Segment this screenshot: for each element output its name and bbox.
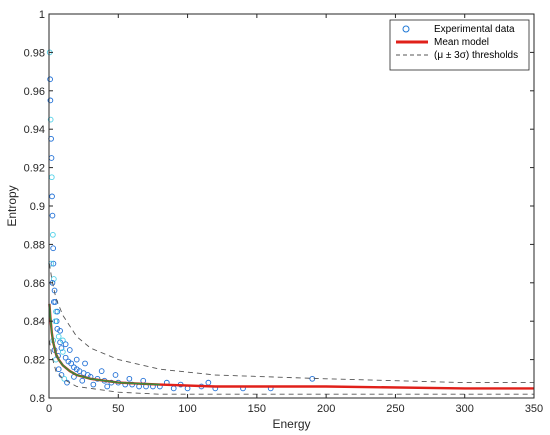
data-point [50,260,57,267]
data-point [126,375,133,382]
data-point [140,377,147,384]
x-tick-label: 350 [525,403,543,415]
y-tick-label: 0.92 [24,163,45,175]
data-point [48,155,55,161]
legend-entry-mean: Mean model [434,37,489,48]
axes-box [48,13,535,399]
data-point [104,383,111,390]
y-tick-label: 0.82 [24,355,45,367]
data-point [47,116,54,123]
data-point [55,333,62,340]
data-point [61,375,68,382]
x-tick-label: 50 [112,403,124,415]
y-tick-label: 0.86 [24,278,45,290]
x-tick-label: 0 [46,403,52,415]
data-point [73,356,80,363]
legend-entry-experimental: Experimental data [434,24,515,35]
data-point [60,349,66,355]
y-axis: 0.8 0.82 0.84 0.86 0.88 0.9 0.92 0.94 0.96 0.98 1 [24,9,534,405]
data-point [50,245,57,252]
data-point [47,76,53,83]
data-point [47,97,54,104]
data-point [112,372,119,378]
data-point [50,276,57,282]
y-tick-label: 0.88 [24,239,45,251]
data-point [55,366,62,373]
data-point [170,385,177,392]
y-tick-label: 0.84 [24,316,45,328]
data-point [68,360,75,367]
legend-box [389,19,530,71]
lower-threshold-line [48,340,534,395]
data-point [79,377,86,384]
data-point [49,193,55,200]
data-point [62,341,69,348]
x-tick-label: 200 [317,403,335,415]
x-tick-label: 100 [178,403,196,415]
y-tick-label: 0.96 [24,86,45,98]
data-point [48,174,55,181]
data-point [54,308,61,315]
x-tick-label: 250 [386,403,404,415]
y-axis-label: Entropy [5,185,19,226]
data-point [50,231,56,238]
data-point [50,299,57,305]
legend: Experimental data Mean model (μ ± 3σ) th… [389,19,530,71]
y-tick-label: 0.94 [24,124,45,136]
x-axis: 0 50 100 150 200 250 300 350 [46,14,543,415]
data-point [90,381,97,388]
data-point [98,368,105,374]
mean-model-line [48,303,534,390]
data-point [57,327,63,334]
x-axis-label: Energy [272,417,310,431]
upper-threshold-line [48,263,534,384]
data-point [60,337,66,344]
data-point [205,379,212,386]
legend-marker-experimental [402,25,410,33]
y-tick-label: 1 [39,9,45,21]
x-tick-label: 300 [456,403,474,415]
data-point [49,212,56,219]
y-tick-label: 0.9 [30,201,45,213]
plot-area [46,49,534,395]
legend-entry-threshold: (μ ± 3σ) thresholds [434,50,518,61]
y-tick-label: 0.8 [30,393,45,405]
data-point [66,347,73,353]
x-tick-label: 150 [248,403,266,415]
y-tick-label: 0.98 [24,47,45,59]
data-point [82,360,88,367]
mean-model-overlay [48,303,160,386]
data-point [62,354,69,361]
data-point [58,345,65,351]
